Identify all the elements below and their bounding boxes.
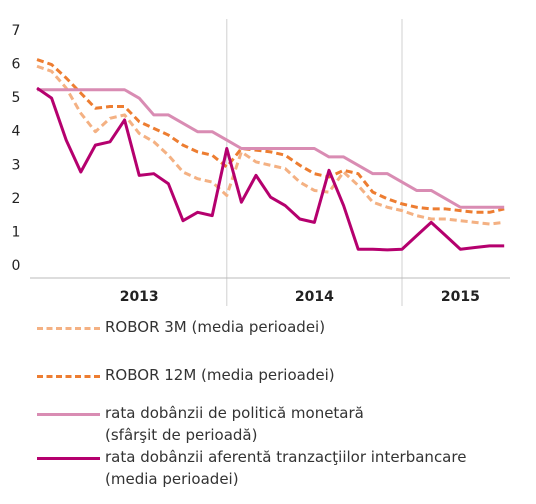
legend-swatch: [37, 327, 100, 330]
y-tick-label: 3: [12, 157, 21, 173]
legend-swatch: [37, 413, 100, 416]
y-tick-label: 0: [12, 258, 21, 274]
legend-label: ROBOR 12M (media perioadei): [105, 366, 335, 384]
series-line: [36, 86, 505, 252]
legend-swatch: [37, 457, 100, 460]
y-tick-label: 2: [12, 191, 21, 207]
legend-swatch: [37, 375, 100, 378]
x-tick-label: 2015: [441, 289, 480, 305]
series-line: [36, 58, 505, 214]
y-tick-label: 1: [12, 224, 21, 240]
series-line: [37, 88, 505, 209]
x-tick-label: 2014: [295, 289, 334, 305]
y-tick-label: 5: [12, 90, 21, 106]
x-tick-label: 2013: [120, 289, 159, 305]
chart: 0 1 2 3 4 5 6 7 2013 2014 2015: [12, 19, 510, 306]
y-tick-label: 4: [12, 124, 21, 140]
series-line: [36, 64, 505, 226]
legend-label: rata dobânzii aferentă tranzacţiilor int…: [105, 448, 467, 488]
legend-label: rata dobânzii de politică monetară (sfâr…: [105, 404, 364, 444]
legend-label: ROBOR 3M (media perioadei): [105, 318, 326, 336]
y-tick-label: 6: [12, 57, 21, 73]
y-tick-label: 7: [12, 23, 21, 39]
